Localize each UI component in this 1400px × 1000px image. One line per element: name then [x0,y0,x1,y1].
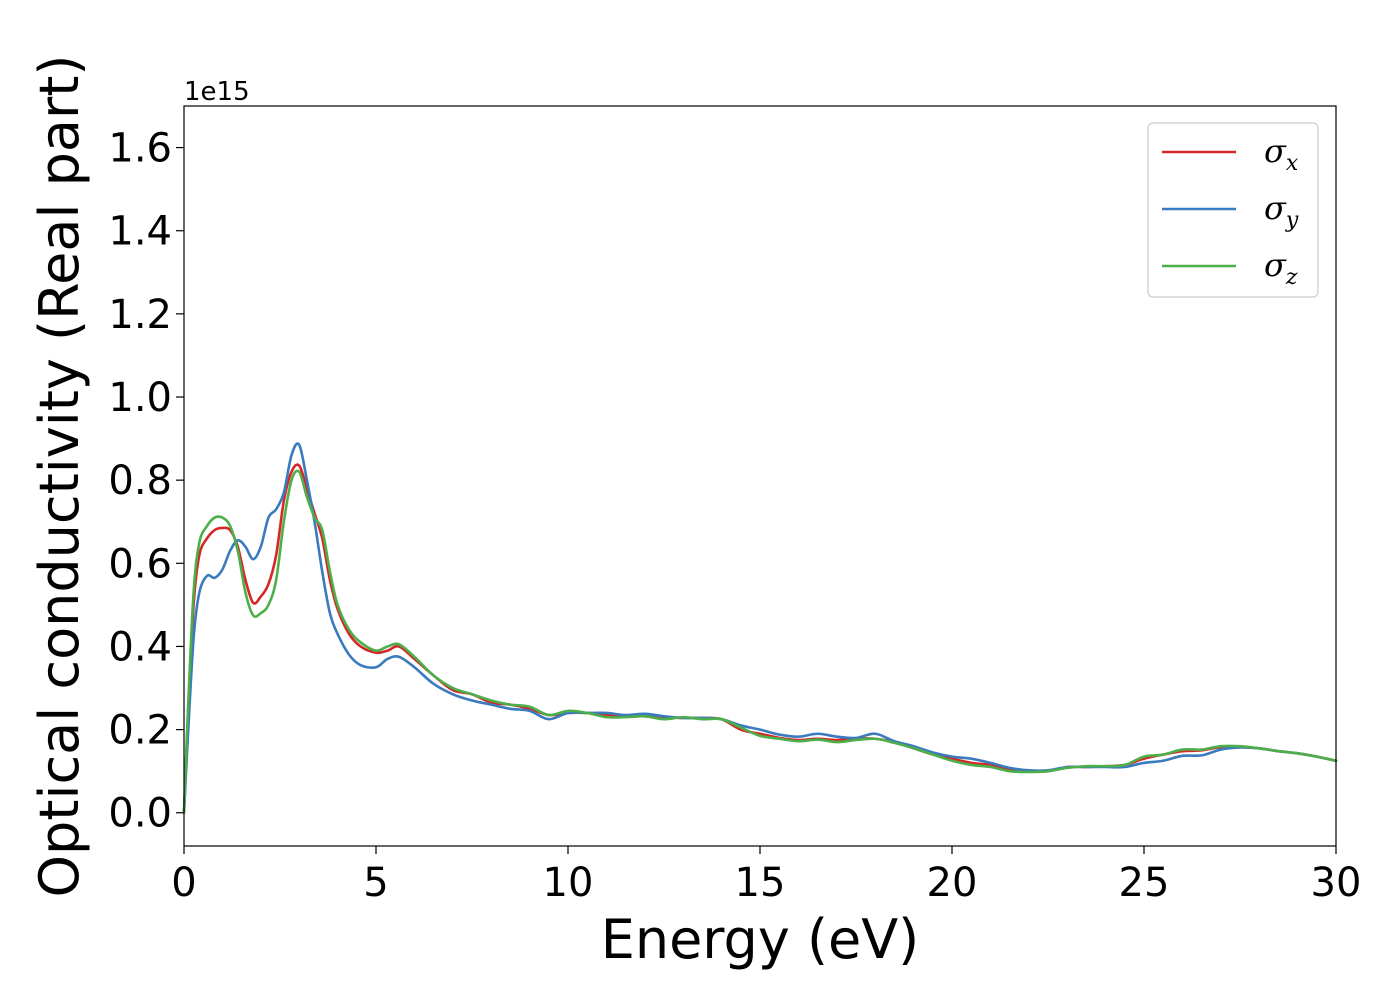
plot-background [184,106,1336,846]
legend-label-x: σx [1264,132,1299,176]
legend-label-z: σz [1264,246,1298,290]
y-tick-label: 1.4 [108,209,172,255]
legend-label-base: σ [1264,246,1287,284]
y-tick-label: 0.4 [108,624,172,670]
y-tick-label: 1.2 [108,292,172,338]
legend-label-subscript: y [1285,208,1299,233]
x-tick-label: 10 [543,860,594,906]
x-tick-label: 25 [1119,860,1170,906]
y-tick-label: 0.2 [108,708,172,754]
y-tick-label: 0.6 [108,541,172,587]
x-axis-title: Energy (eV) [601,908,920,971]
legend-label-subscript: x [1286,151,1299,176]
x-tick-label: 20 [927,860,978,906]
y-axis-ticks: 0.0 0.2 0.4 0.6 0.8 1.0 1.2 1.4 1.6 [108,126,184,837]
y-tick-label: 0.0 [108,791,172,837]
y-offset-label: 1e15 [184,77,250,107]
y-tick-label: 1.0 [108,375,172,421]
legend-label-subscript: z [1285,265,1298,290]
series-line-z [182,469,1338,815]
legend-label-base: σ [1264,132,1287,170]
y-tick-label: 1.6 [108,126,172,172]
legend-label-y: σy [1264,189,1299,233]
x-axis-ticks: 0 5 10 15 20 25 30 [171,846,1361,906]
y-axis-title: Optical conductivity (Real part) [28,55,91,898]
x-tick-label: 15 [735,860,786,906]
legend-label-base: σ [1264,189,1287,227]
x-tick-label: 30 [1311,860,1362,906]
x-tick-label: 0 [171,860,196,906]
x-tick-label: 5 [363,860,388,906]
y-tick-label: 0.8 [108,458,172,504]
series-layer [182,442,1338,815]
